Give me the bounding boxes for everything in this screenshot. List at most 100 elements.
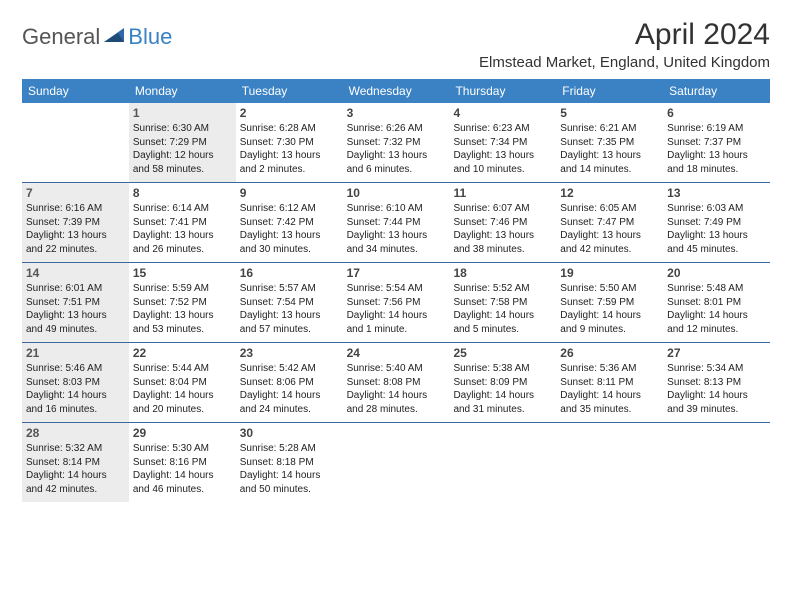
day-cell: 9Sunrise: 6:12 AMSunset: 7:42 PMDaylight… [236, 183, 343, 262]
day-number: 1 [133, 106, 232, 120]
day-info-line: Sunset: 8:18 PM [240, 456, 339, 470]
day-info-line: Daylight: 14 hours [560, 309, 659, 323]
day-number: 30 [240, 426, 339, 440]
day-info-line: Daylight: 13 hours [26, 229, 125, 243]
day-info-line: and 10 minutes. [453, 163, 552, 177]
day-number: 15 [133, 266, 232, 280]
day-info-line: and 50 minutes. [240, 483, 339, 497]
title-block: April 2024 Elmstead Market, England, Uni… [479, 18, 770, 71]
day-info-line: Sunset: 7:52 PM [133, 296, 232, 310]
day-cell: 11Sunrise: 6:07 AMSunset: 7:46 PMDayligh… [449, 183, 556, 262]
day-info-line: Sunset: 7:44 PM [347, 216, 446, 230]
day-info-line: Sunset: 8:08 PM [347, 376, 446, 390]
day-header: Thursday [449, 79, 556, 103]
day-info-line: Sunset: 7:46 PM [453, 216, 552, 230]
day-info-line: Daylight: 14 hours [26, 389, 125, 403]
day-info-line: Sunset: 7:41 PM [133, 216, 232, 230]
day-info-line: and 42 minutes. [26, 483, 125, 497]
week-row: 28Sunrise: 5:32 AMSunset: 8:14 PMDayligh… [22, 423, 770, 502]
day-info-line: Sunset: 7:59 PM [560, 296, 659, 310]
day-number: 11 [453, 186, 552, 200]
day-info-line: Sunset: 7:54 PM [240, 296, 339, 310]
day-info-line: Daylight: 14 hours [453, 309, 552, 323]
day-info-line: Sunrise: 5:46 AM [26, 362, 125, 376]
day-number: 21 [26, 346, 125, 360]
day-number: 26 [560, 346, 659, 360]
day-info-line: Daylight: 13 hours [133, 229, 232, 243]
day-info-line: Sunrise: 6:01 AM [26, 282, 125, 296]
day-info-line: Sunset: 7:42 PM [240, 216, 339, 230]
day-info-line: Daylight: 13 hours [347, 149, 446, 163]
day-cell: 7Sunrise: 6:16 AMSunset: 7:39 PMDaylight… [22, 183, 129, 262]
day-number: 22 [133, 346, 232, 360]
day-info-line: Sunset: 7:47 PM [560, 216, 659, 230]
day-info-line: and 31 minutes. [453, 403, 552, 417]
day-info-line: and 1 minute. [347, 323, 446, 337]
day-info-line: Sunset: 7:29 PM [133, 136, 232, 150]
day-number: 8 [133, 186, 232, 200]
day-cell: 15Sunrise: 5:59 AMSunset: 7:52 PMDayligh… [129, 263, 236, 342]
day-info-line: Sunrise: 6:23 AM [453, 122, 552, 136]
day-info-line: and 46 minutes. [133, 483, 232, 497]
day-info-line: Daylight: 14 hours [347, 389, 446, 403]
brand-part1: General [22, 24, 100, 50]
day-info-line: and 35 minutes. [560, 403, 659, 417]
day-cell: 8Sunrise: 6:14 AMSunset: 7:41 PMDaylight… [129, 183, 236, 262]
day-cell: 24Sunrise: 5:40 AMSunset: 8:08 PMDayligh… [343, 343, 450, 422]
day-number: 18 [453, 266, 552, 280]
day-number: 6 [667, 106, 766, 120]
day-cell: 26Sunrise: 5:36 AMSunset: 8:11 PMDayligh… [556, 343, 663, 422]
weeks-container: 1Sunrise: 6:30 AMSunset: 7:29 PMDaylight… [22, 103, 770, 502]
day-info-line: Daylight: 13 hours [133, 309, 232, 323]
day-cell: 27Sunrise: 5:34 AMSunset: 8:13 PMDayligh… [663, 343, 770, 422]
day-cell: 1Sunrise: 6:30 AMSunset: 7:29 PMDaylight… [129, 103, 236, 182]
day-info-line: Sunrise: 6:10 AM [347, 202, 446, 216]
day-info-line: Sunset: 8:03 PM [26, 376, 125, 390]
day-info-line: Daylight: 12 hours [133, 149, 232, 163]
week-row: 21Sunrise: 5:46 AMSunset: 8:03 PMDayligh… [22, 343, 770, 423]
day-number: 28 [26, 426, 125, 440]
day-info-line: Sunset: 8:09 PM [453, 376, 552, 390]
day-info-line: Sunrise: 5:52 AM [453, 282, 552, 296]
day-info-line: and 5 minutes. [453, 323, 552, 337]
day-number: 2 [240, 106, 339, 120]
day-info-line: Sunrise: 5:32 AM [26, 442, 125, 456]
day-info-line: Daylight: 13 hours [240, 149, 339, 163]
day-info-line: Sunrise: 5:28 AM [240, 442, 339, 456]
day-header: Friday [556, 79, 663, 103]
day-info-line: Daylight: 14 hours [240, 389, 339, 403]
day-cell: 25Sunrise: 5:38 AMSunset: 8:09 PMDayligh… [449, 343, 556, 422]
day-info-line: and 49 minutes. [26, 323, 125, 337]
day-cell: 22Sunrise: 5:44 AMSunset: 8:04 PMDayligh… [129, 343, 236, 422]
day-info-line: and 45 minutes. [667, 243, 766, 257]
day-cell: 20Sunrise: 5:48 AMSunset: 8:01 PMDayligh… [663, 263, 770, 342]
day-info-line: Daylight: 14 hours [133, 389, 232, 403]
day-cell: 5Sunrise: 6:21 AMSunset: 7:35 PMDaylight… [556, 103, 663, 182]
day-info-line: Sunrise: 5:34 AM [667, 362, 766, 376]
day-info-line: and 26 minutes. [133, 243, 232, 257]
day-info-line: Sunrise: 5:30 AM [133, 442, 232, 456]
day-info-line: Daylight: 14 hours [133, 469, 232, 483]
day-cell: 19Sunrise: 5:50 AMSunset: 7:59 PMDayligh… [556, 263, 663, 342]
day-cell: 18Sunrise: 5:52 AMSunset: 7:58 PMDayligh… [449, 263, 556, 342]
day-number: 4 [453, 106, 552, 120]
day-info-line: Daylight: 13 hours [667, 229, 766, 243]
day-info-line: and 39 minutes. [667, 403, 766, 417]
day-info-line: and 14 minutes. [560, 163, 659, 177]
day-number: 25 [453, 346, 552, 360]
day-cell: 3Sunrise: 6:26 AMSunset: 7:32 PMDaylight… [343, 103, 450, 182]
day-info-line: Sunrise: 6:19 AM [667, 122, 766, 136]
day-info-line: Sunset: 7:51 PM [26, 296, 125, 310]
day-info-line: Sunset: 7:49 PM [667, 216, 766, 230]
day-header-row: SundayMondayTuesdayWednesdayThursdayFrid… [22, 79, 770, 103]
week-row: 1Sunrise: 6:30 AMSunset: 7:29 PMDaylight… [22, 103, 770, 183]
day-info-line: Daylight: 14 hours [347, 309, 446, 323]
day-cell: 23Sunrise: 5:42 AMSunset: 8:06 PMDayligh… [236, 343, 343, 422]
day-header: Sunday [22, 79, 129, 103]
day-number: 19 [560, 266, 659, 280]
day-info-line: Sunrise: 6:26 AM [347, 122, 446, 136]
day-cell: 29Sunrise: 5:30 AMSunset: 8:16 PMDayligh… [129, 423, 236, 502]
day-cell: 10Sunrise: 6:10 AMSunset: 7:44 PMDayligh… [343, 183, 450, 262]
day-info-line: Sunrise: 5:54 AM [347, 282, 446, 296]
day-info-line: Sunset: 7:37 PM [667, 136, 766, 150]
